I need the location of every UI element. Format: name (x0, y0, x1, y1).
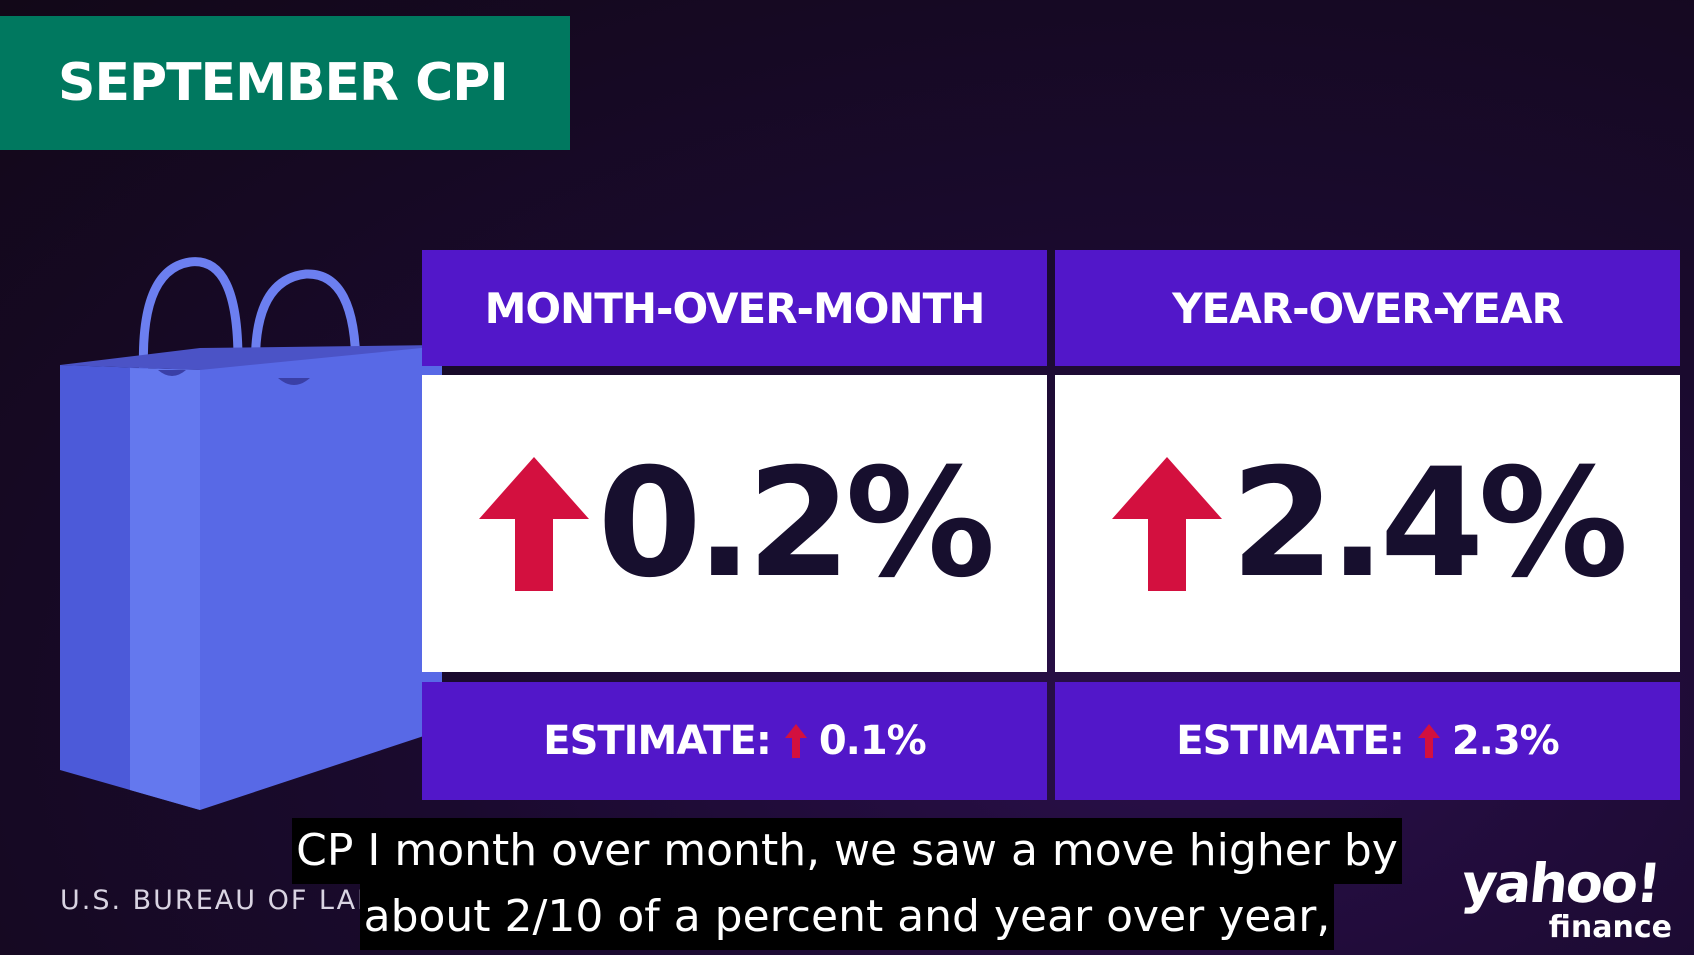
year-over-year-card: YEAR-OVER-YEAR 2.4% ESTIMATE: 2.3% (1055, 250, 1680, 800)
month-over-month-card: MONTH-OVER-MONTH 0.2% ESTIMATE: 0.1% (422, 250, 1047, 800)
estimate-label: ESTIMATE: (543, 718, 772, 764)
subtitle-line: about 2/10 of a percent and year over ye… (359, 884, 1335, 950)
mom-value: 0.2% (597, 436, 995, 611)
yahoo-finance-logo: yahoo! finance (1459, 852, 1680, 947)
estimate-label: ESTIMATE: (1176, 718, 1405, 764)
value-group: 0.2% (479, 436, 996, 611)
yoy-value: 2.4% (1230, 436, 1628, 611)
card-value-panel: 0.2% (422, 375, 1047, 672)
estimate-value: 2.3% (1451, 718, 1560, 764)
logo-subtitle: finance (1548, 910, 1672, 945)
subtitle-line: CP I month over month, we saw a move hig… (292, 818, 1402, 884)
shopping-bag-icon (60, 257, 442, 810)
card-header: MONTH-OVER-MONTH (422, 250, 1047, 366)
arrow-up-icon (1112, 456, 1223, 591)
arrow-up-icon (1417, 724, 1440, 758)
page-title: SEPTEMBER CPI (58, 53, 509, 113)
estimate-value: 0.1% (818, 718, 927, 764)
value-group: 2.4% (1112, 436, 1629, 611)
arrow-up-icon (784, 724, 807, 758)
estimate-bar: ESTIMATE: 0.1% (422, 682, 1047, 800)
arrow-up-icon (479, 456, 590, 591)
card-header: YEAR-OVER-YEAR (1055, 250, 1680, 366)
title-banner: SEPTEMBER CPI (0, 16, 570, 150)
subtitle-overlay: CP I month over month, we saw a move hig… (0, 818, 1694, 950)
estimate-bar: ESTIMATE: 2.3% (1055, 682, 1680, 800)
card-value-panel: 2.4% (1055, 375, 1680, 672)
source-credit: U.S. BUREAU OF LAB (60, 885, 378, 916)
